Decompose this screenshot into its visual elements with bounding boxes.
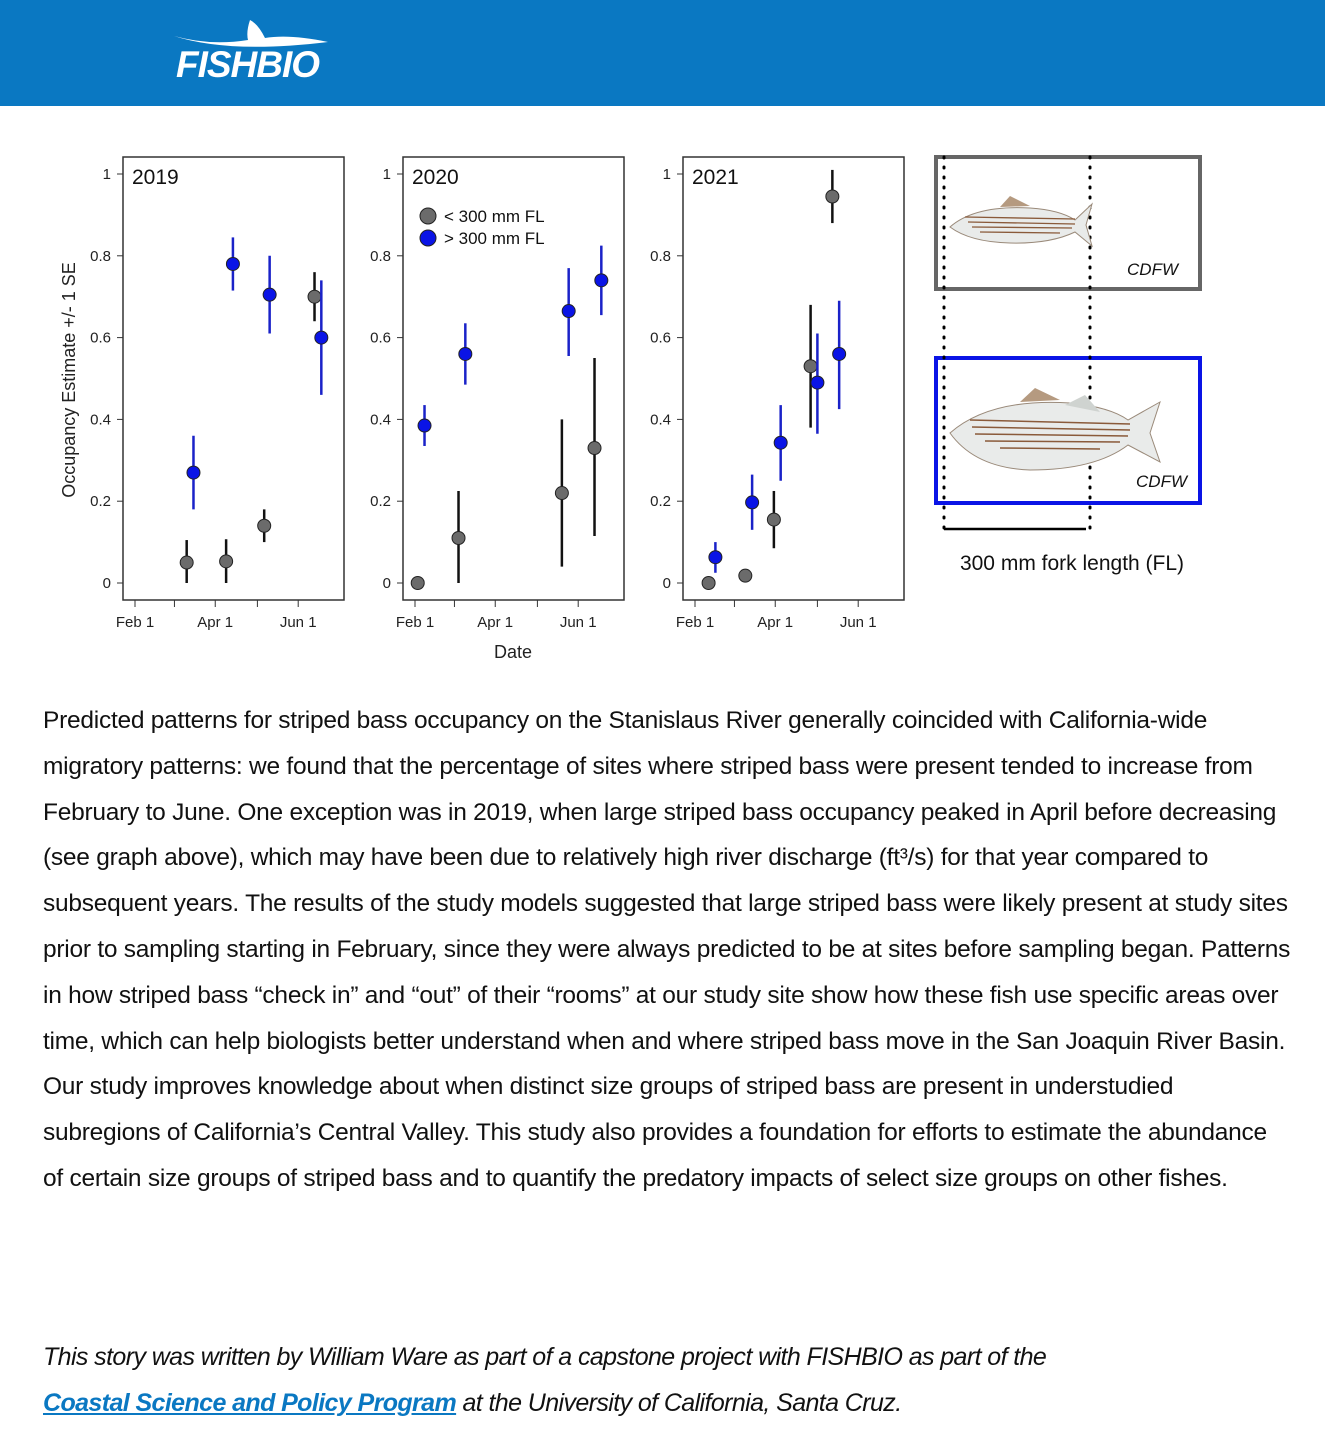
y-tick-label: 0.4 — [370, 411, 391, 428]
data-point — [417, 418, 432, 433]
y-tick-label: 0.4 — [90, 411, 111, 428]
large-striped-bass-icon — [949, 388, 1161, 471]
wave-fin-icon — [174, 20, 328, 47]
plot-frame — [402, 156, 625, 601]
small-fish-credit: CDFW — [1127, 260, 1180, 279]
article-paragraph: Predicted patterns for striped bass occu… — [43, 707, 1291, 1192]
data-point — [810, 375, 825, 390]
small-striped-bass-icon — [949, 196, 1093, 248]
large-fish-box — [934, 356, 1202, 505]
site-header: FISHBIO — [0, 0, 1325, 106]
article-credit: This story was written by William Ware a… — [43, 1334, 1293, 1426]
x-tick-label: Feb 1 — [116, 614, 154, 631]
y-tick-label: 0.8 — [650, 248, 671, 265]
data-point — [458, 346, 473, 361]
occupancy-figure: 0 0.2 0.4 0.6 0.8 1 Feb 1 Apr 1 Jun 1 2019 0 0.2 0.4… — [59, 155, 1202, 662]
legend-label: < 300 mm FL — [444, 207, 545, 226]
data-point — [314, 330, 329, 345]
panel-year-label: 2019 — [132, 166, 179, 189]
credit-text-end: at the University of California, Santa C… — [456, 1389, 902, 1417]
chart-panel-2021: 0 0.2 0.4 0.6 0.8 1 Feb 1 Apr 1 Jun 1 2021 — [650, 156, 905, 631]
data-point — [179, 555, 194, 570]
legend-marker — [419, 207, 437, 225]
y-tick-label: 0.2 — [370, 493, 391, 510]
x-tick-label: Feb 1 — [676, 614, 714, 631]
y-tick-label: 0.4 — [650, 411, 671, 428]
y-tick-label: 0 — [663, 575, 671, 592]
credit-text: This story was written by William Ware a… — [43, 1343, 1047, 1371]
x-tick-label: Apr 1 — [757, 614, 793, 631]
y-tick-label: 1 — [663, 166, 671, 183]
x-tick-label: Apr 1 — [477, 614, 513, 631]
x-tick-label: Apr 1 — [197, 614, 233, 631]
fish-size-panels: CDFW CDFW 300 mm fork length (FL) — [934, 155, 1202, 575]
x-tick-label: Jun 1 — [560, 614, 597, 631]
y-tick-label: 0.2 — [650, 493, 671, 510]
y-tick-label: 0.6 — [370, 330, 391, 347]
small-fish-box — [934, 155, 1202, 291]
data-point — [832, 346, 847, 361]
data-point — [307, 289, 322, 304]
y-tick-label: 0.8 — [370, 248, 391, 265]
data-point — [825, 189, 840, 204]
y-axis-label: Occupancy Estimate +/- 1 SE — [59, 262, 79, 498]
fishbio-logo[interactable]: FISHBIO — [170, 14, 340, 85]
data-point — [561, 304, 576, 319]
data-point — [708, 550, 723, 565]
logo-text: FISHBIO — [176, 44, 320, 85]
panel-year-label: 2020 — [412, 166, 459, 189]
y-tick-label: 0.2 — [90, 493, 111, 510]
data-point — [219, 554, 234, 569]
chart-panel-2019: 0 0.2 0.4 0.6 0.8 1 Feb 1 Apr 1 Jun 1 2019 — [90, 156, 345, 631]
y-tick-label: 1 — [383, 166, 391, 183]
data-point — [594, 273, 609, 288]
data-point — [745, 495, 760, 510]
x-tick-label: Jun 1 — [280, 614, 317, 631]
panel-year-label: 2021 — [692, 166, 739, 189]
data-point — [701, 576, 716, 590]
data-point — [262, 287, 277, 302]
data-point — [773, 435, 788, 450]
scale-label: 300 mm fork length (FL) — [960, 552, 1184, 575]
data-point — [587, 441, 602, 456]
y-tick-label: 0.6 — [90, 330, 111, 347]
data-point — [554, 486, 569, 501]
large-fish-credit: CDFW — [1136, 472, 1189, 491]
data-point — [738, 568, 753, 583]
legend-marker — [419, 229, 437, 247]
x-tick-label: Feb 1 — [396, 614, 434, 631]
data-point — [766, 512, 781, 527]
plot-frame — [682, 156, 905, 601]
x-tick-label: Jun 1 — [840, 614, 877, 631]
data-point — [257, 518, 272, 533]
y-tick-label: 0 — [383, 575, 391, 592]
plot-frame — [122, 156, 345, 601]
y-tick-label: 0.8 — [90, 248, 111, 265]
x-axis-label: Date — [494, 642, 532, 662]
legend-label: > 300 mm FL — [444, 229, 545, 248]
chart-panel-2020: 0 0.2 0.4 0.6 0.8 1 Feb 1 Apr 1 Jun 1 2020 < 300 m… — [370, 156, 625, 631]
y-tick-label: 1 — [103, 166, 111, 183]
coastal-science-policy-link[interactable]: Coastal Science and Policy Program — [43, 1389, 457, 1417]
data-point — [225, 256, 240, 271]
data-point — [451, 531, 466, 546]
y-tick-label: 0.6 — [650, 330, 671, 347]
data-point — [186, 465, 201, 480]
data-point — [803, 359, 818, 374]
y-tick-label: 0 — [103, 575, 111, 592]
data-point — [410, 576, 425, 590]
occupancy-charts: 0 0.2 0.4 0.6 0.8 1 Feb 1 Apr 1 Jun 1 2019 0 0.2 0.4… — [90, 156, 905, 631]
